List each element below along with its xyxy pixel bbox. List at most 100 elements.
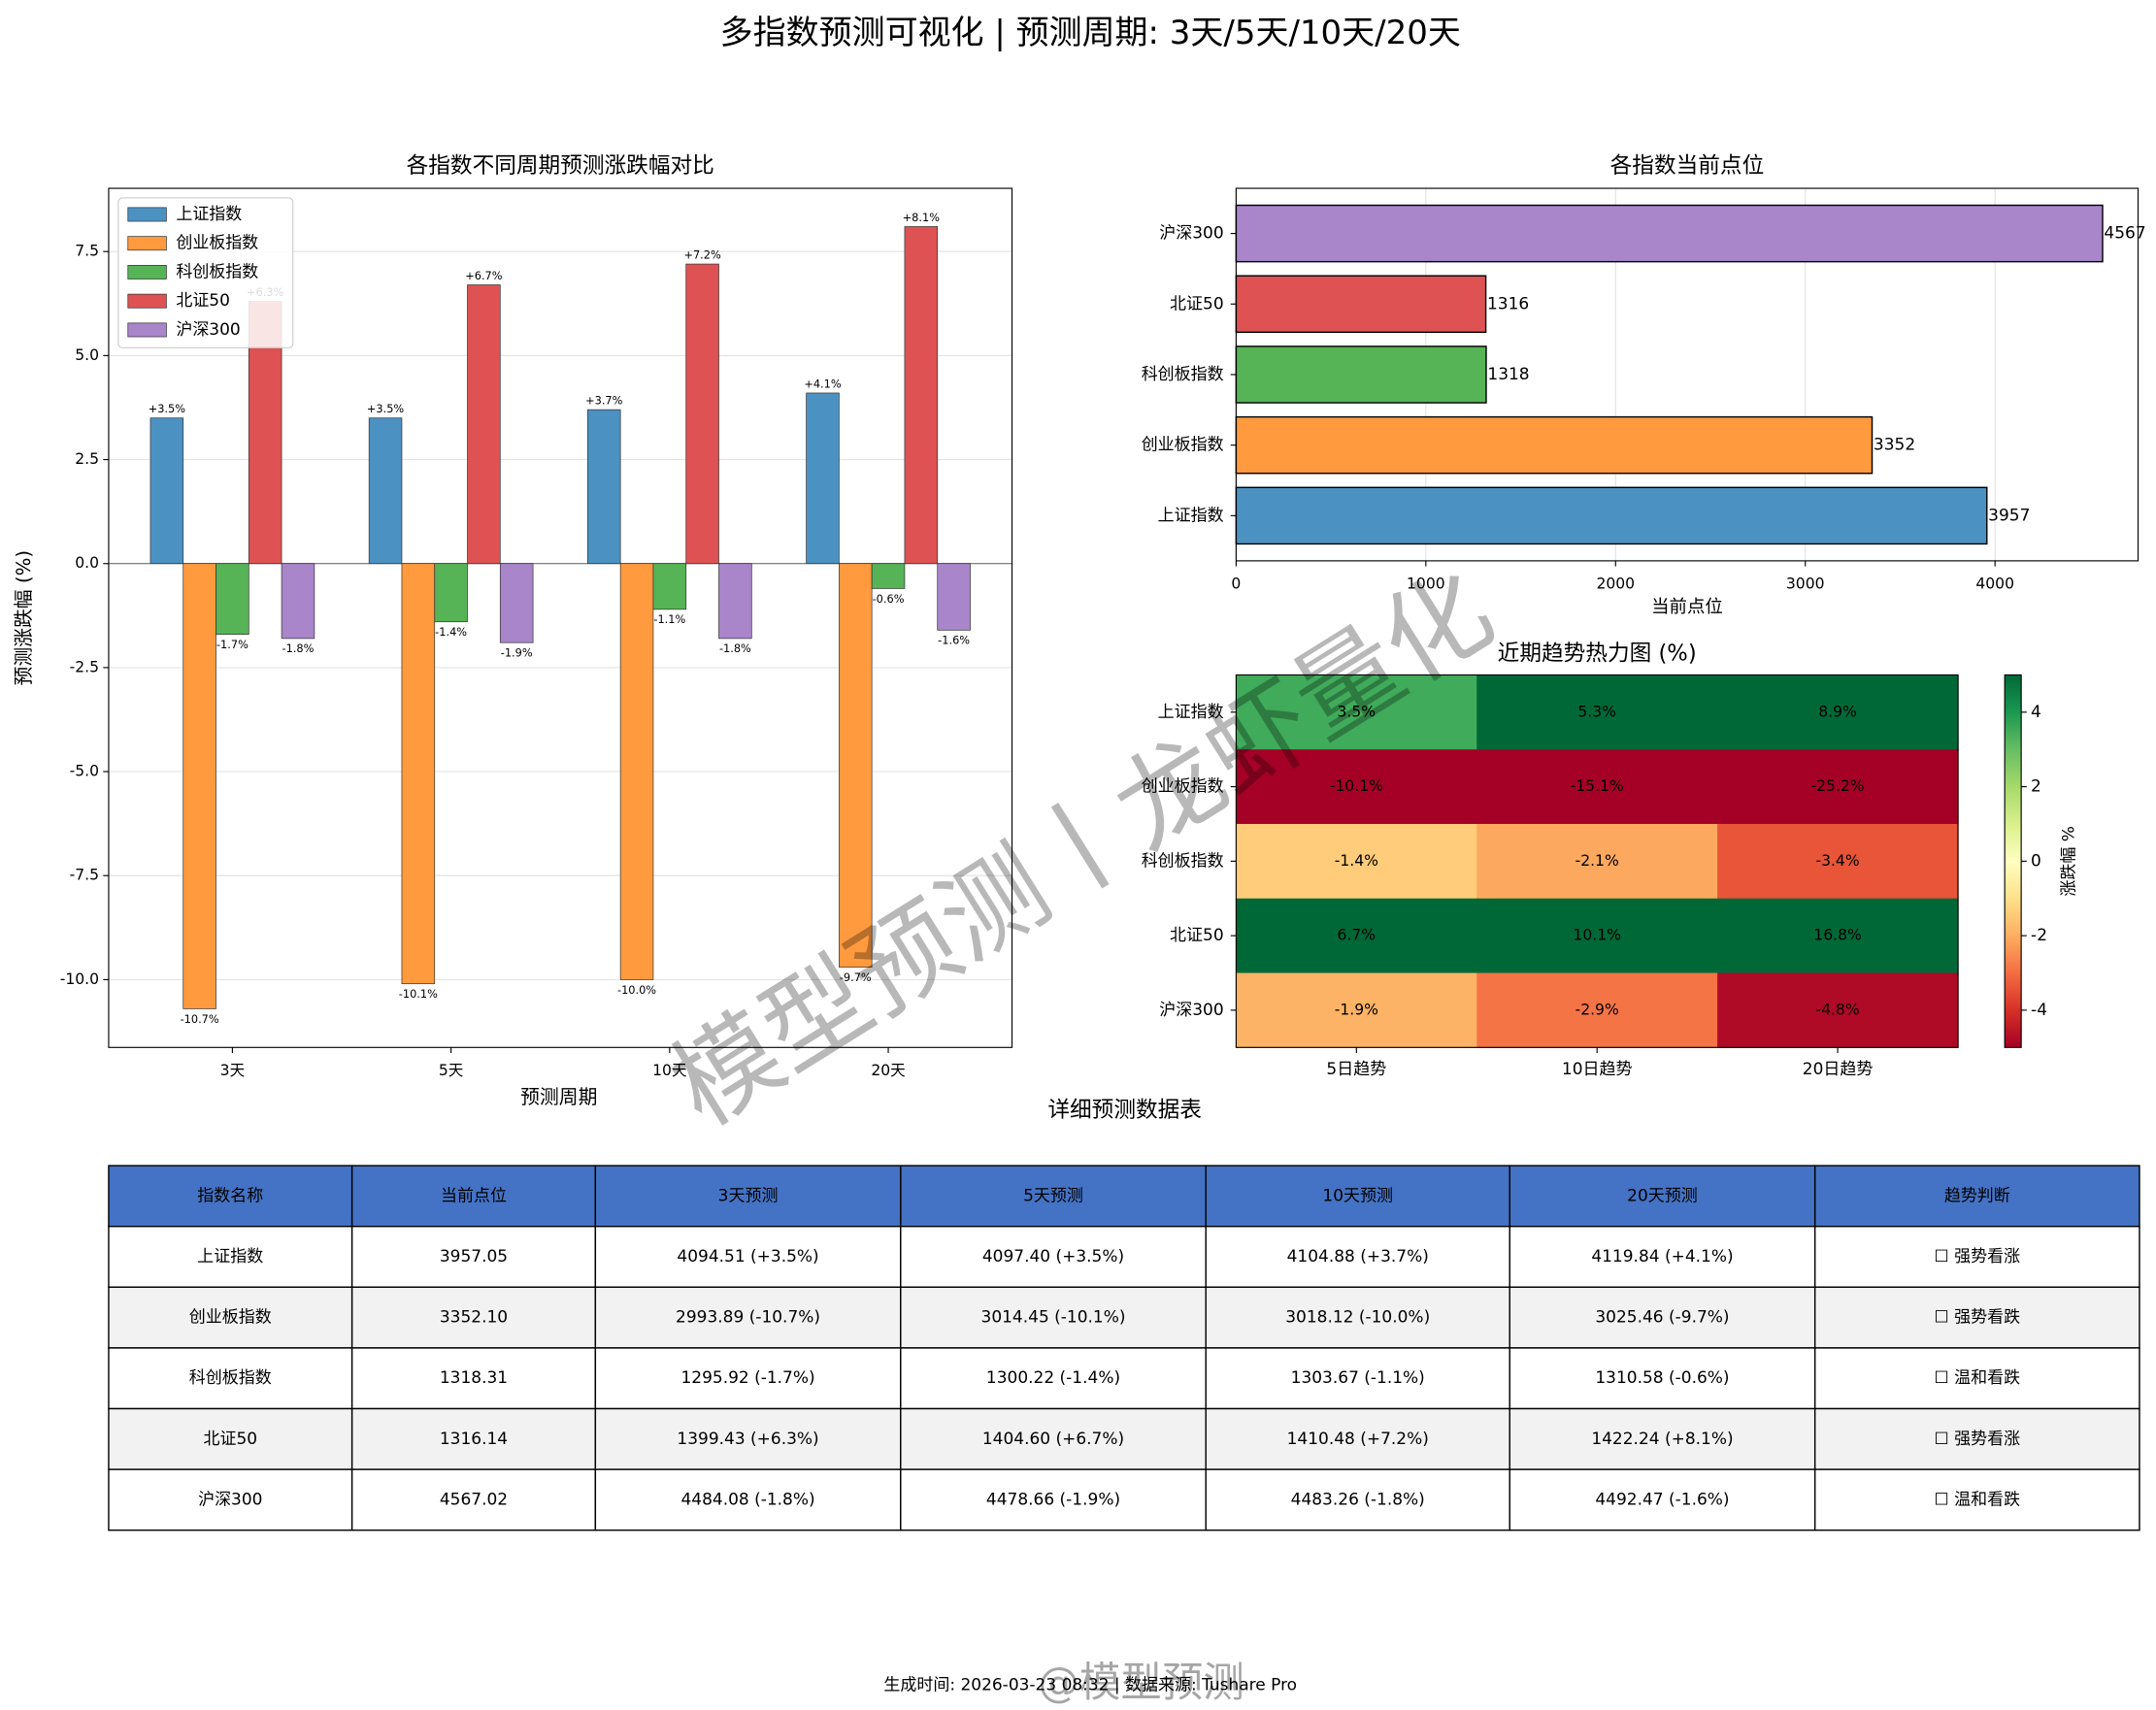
y-tick-label: 上证指数 — [1158, 703, 1224, 722]
cell-label: 10.1% — [1573, 927, 1621, 944]
table-cell — [1205, 1226, 1510, 1289]
heat-cell — [1476, 674, 1718, 750]
bar — [839, 563, 873, 968]
cell-label: -1.9% — [1335, 1001, 1378, 1018]
x-tick-label: 20天 — [871, 1062, 906, 1079]
cell-label: 3.5% — [1338, 703, 1377, 720]
table-text: ☐ 温和看跌 — [1935, 1490, 2021, 1509]
y-tick-label: 上证指数 — [1158, 506, 1224, 525]
table-cell — [594, 1407, 902, 1470]
table-text: 4119.84 (+4.1%) — [1591, 1247, 1733, 1266]
table-cell — [594, 1226, 902, 1289]
heat-cell — [1717, 674, 1959, 750]
table-cell — [350, 1468, 597, 1531]
heat-cell — [1236, 972, 1477, 1049]
bar — [182, 563, 216, 1009]
table-text: 北证50 — [203, 1430, 257, 1449]
table-cell — [108, 1407, 353, 1470]
bar — [467, 284, 501, 565]
table-text: 4483.26 (-1.8%) — [1291, 1490, 1425, 1509]
value-label: 1316 — [1487, 294, 1529, 313]
table-cell — [350, 1226, 597, 1289]
y-tick-label: 5.0 — [75, 346, 99, 364]
colorbar-tick-label: 0 — [2031, 851, 2041, 871]
x-tick-label: 20日趋势 — [1803, 1060, 1874, 1079]
value-label: +3.7% — [585, 394, 623, 408]
axes-frame — [108, 187, 1013, 1048]
y-tick-label: -10.0 — [60, 970, 99, 988]
table-text: ☐ 强势看跌 — [1935, 1308, 2021, 1328]
y-tick-label: 2.5 — [75, 450, 99, 468]
value-label: -1.9% — [501, 646, 533, 660]
table-text: 1300.22 (-1.4%) — [986, 1368, 1120, 1388]
footer: 生成时间: 2026-03-23 08:32 | 数据来源: Tushare P… — [883, 1676, 1297, 1695]
y-tick-label: 北证50 — [1170, 294, 1224, 313]
table-cell — [1509, 1407, 1816, 1470]
x-tick-label: 3000 — [1786, 575, 1825, 592]
table-text: 3014.45 (-10.1%) — [981, 1308, 1126, 1328]
legend-box — [117, 197, 294, 348]
y-tick-label: -5.0 — [70, 763, 99, 780]
bar — [368, 417, 403, 565]
legend-swatch — [127, 322, 167, 338]
y-tick-label: 0.0 — [75, 554, 99, 572]
chart-title: 各指数当前点位 — [1610, 153, 1765, 179]
bar — [1235, 486, 1988, 545]
value-label: -1.7% — [216, 638, 249, 651]
y-tick-label: 沪深300 — [1159, 1001, 1223, 1020]
bar — [806, 392, 840, 565]
table-header-text: 趋势判断 — [1944, 1186, 2010, 1205]
table-header-cell — [350, 1165, 597, 1228]
table-cell — [350, 1347, 597, 1410]
cell-label: -25.2% — [1811, 777, 1865, 795]
table-cell — [1205, 1286, 1510, 1349]
table-cell — [1813, 1286, 2140, 1349]
legend-swatch — [127, 265, 167, 280]
heat-cell — [1717, 823, 1959, 900]
table-text: 沪深300 — [198, 1490, 262, 1509]
value-label: 3352 — [1874, 436, 1915, 455]
table-text: 4492.47 (-1.6%) — [1595, 1490, 1729, 1509]
cell-label: -2.9% — [1576, 1001, 1619, 1018]
x-tick-label: 4000 — [1975, 575, 2014, 592]
cell-label: -15.1% — [1571, 777, 1624, 795]
y-tick-label: 创业板指数 — [1142, 777, 1224, 797]
heat-cell — [1476, 749, 1718, 825]
heat-cell — [1236, 823, 1477, 900]
table-header-text: 3天预测 — [718, 1186, 779, 1205]
value-label: -10.0% — [617, 983, 656, 997]
colorbar-tick-label: 2 — [2031, 777, 2041, 797]
chart-title: 近期趋势热力图 (%) — [1498, 641, 1697, 667]
value-label: -10.7% — [181, 1012, 219, 1026]
heat-cell — [1476, 823, 1718, 900]
table-cell — [1205, 1347, 1510, 1410]
x-tick-label: 2000 — [1596, 575, 1635, 592]
figure-title: 多指数预测可视化 | 预测周期: 3天/5天/10天/20天 — [720, 14, 1461, 52]
table-cell — [1813, 1468, 2140, 1531]
cell-label: -1.4% — [1335, 852, 1378, 870]
x-tick-label: 5日趋势 — [1326, 1060, 1386, 1079]
heat-cell — [1717, 898, 1959, 974]
table-text: 1404.60 (+6.7%) — [982, 1430, 1124, 1449]
table-text: 1422.24 (+8.1%) — [1591, 1430, 1733, 1449]
bar — [499, 563, 534, 643]
table-text: 创业板指数 — [189, 1308, 272, 1328]
table-cell — [350, 1286, 597, 1349]
table-header-text: 10天预测 — [1322, 1186, 1393, 1205]
y-tick-label: -7.5 — [70, 867, 99, 884]
bar — [1235, 345, 1487, 404]
table-cell — [594, 1468, 902, 1531]
x-tick-label: 10天 — [652, 1062, 687, 1079]
heat-cell — [1236, 749, 1477, 825]
bar — [1235, 204, 2104, 263]
table-header-text: 20天预测 — [1627, 1186, 1698, 1205]
table-cell — [594, 1286, 902, 1349]
value-label: 1318 — [1487, 365, 1529, 384]
bar — [149, 417, 184, 565]
y-tick-label: 北证50 — [1170, 926, 1224, 945]
table-text: 3018.12 (-10.0%) — [1285, 1308, 1430, 1328]
value-label: +3.5% — [367, 402, 405, 415]
table-text: ☐ 强势看涨 — [1935, 1430, 2021, 1449]
